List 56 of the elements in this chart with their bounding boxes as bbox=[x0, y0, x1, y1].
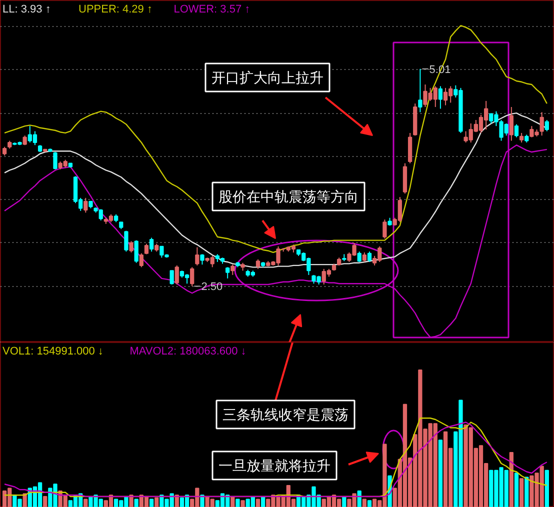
bar bbox=[174, 494, 179, 507]
bar bbox=[236, 498, 240, 507]
candlestick bbox=[53, 152, 58, 170]
text: LOWER: 3.57 ↑ bbox=[174, 4, 250, 16]
annotation: 三条轨线收窄是震荡 bbox=[222, 406, 348, 422]
candlestick bbox=[124, 230, 128, 252]
bar bbox=[149, 498, 154, 507]
text: VOL1: 154991.000 ↓ bbox=[2, 346, 104, 358]
bar bbox=[200, 494, 204, 507]
bar bbox=[357, 490, 362, 507]
candlestick bbox=[149, 237, 154, 252]
candlestick bbox=[170, 270, 174, 285]
annotation: 股价在中轨震荡等方向 bbox=[218, 188, 358, 204]
candlestick bbox=[362, 252, 366, 262]
candlestick bbox=[514, 124, 519, 138]
candlestick bbox=[382, 219, 387, 240]
bar bbox=[240, 500, 245, 507]
bar bbox=[544, 470, 549, 507]
bar bbox=[43, 496, 48, 507]
candlestick bbox=[357, 251, 362, 262]
candlestick bbox=[84, 197, 88, 214]
bar bbox=[524, 476, 529, 507]
text: MAVOL2: 180063.600 ↓ bbox=[130, 346, 246, 358]
candlestick bbox=[226, 266, 230, 279]
bar bbox=[514, 472, 519, 507]
candlestick bbox=[509, 106, 514, 142]
bar bbox=[134, 498, 138, 507]
bar bbox=[519, 478, 524, 507]
candlestick bbox=[418, 68, 422, 113]
candlestick bbox=[190, 266, 194, 287]
candlestick bbox=[200, 254, 204, 266]
text: UPPER: 4.29 ↑ bbox=[78, 4, 152, 16]
candlestick bbox=[519, 132, 524, 143]
candlestick bbox=[139, 252, 144, 268]
candlestick bbox=[129, 240, 134, 253]
candlestick bbox=[174, 264, 179, 285]
candlestick bbox=[540, 112, 544, 136]
annotation: 开口扩大向上拉升 bbox=[212, 70, 324, 86]
annotation: 一旦放量就将拉升 bbox=[218, 458, 330, 474]
text: LL: 3.93 ↑ bbox=[2, 4, 51, 16]
bar bbox=[509, 452, 514, 507]
bar bbox=[84, 498, 88, 507]
candlestick bbox=[134, 240, 138, 264]
candlestick bbox=[256, 258, 260, 270]
bar bbox=[362, 498, 366, 507]
bar bbox=[367, 500, 372, 507]
candlestick bbox=[230, 264, 235, 276]
bar bbox=[154, 497, 159, 507]
candlestick bbox=[195, 246, 200, 266]
candlestick bbox=[438, 86, 443, 110]
bar bbox=[438, 440, 443, 507]
bar bbox=[256, 498, 260, 507]
candlestick bbox=[22, 135, 27, 146]
candlestick bbox=[544, 119, 549, 132]
candlestick bbox=[367, 251, 372, 262]
bar bbox=[129, 494, 134, 507]
